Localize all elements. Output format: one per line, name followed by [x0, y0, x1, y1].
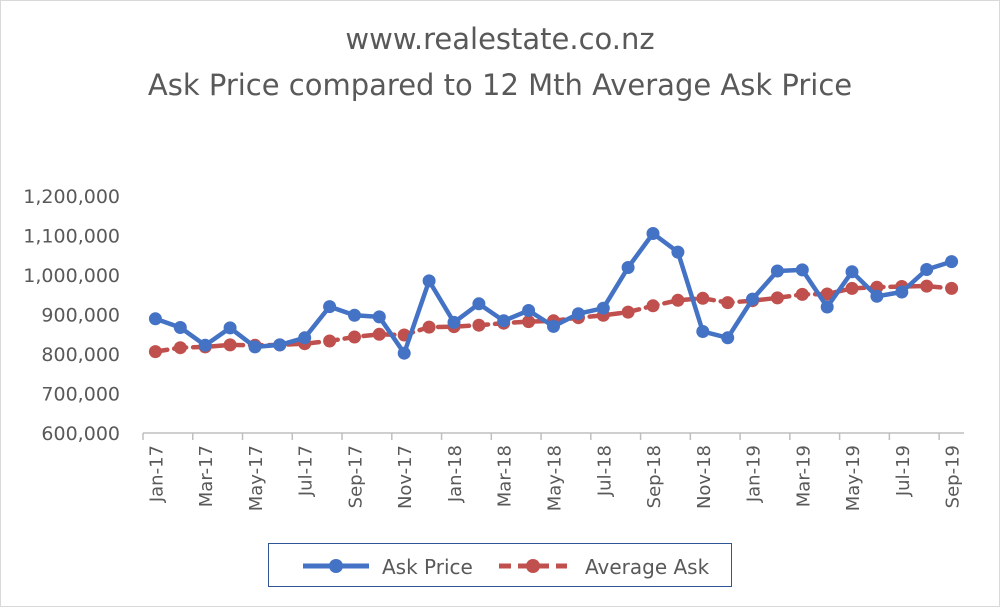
x-tick-label: Jul-17	[296, 445, 317, 497]
data-point-average-ask	[621, 305, 635, 319]
data-point-ask-price	[845, 265, 859, 279]
data-point-ask-price	[223, 321, 237, 335]
data-point-ask-price	[397, 346, 411, 360]
x-tick-label: Jan-17	[146, 445, 167, 503]
legend-item-average-ask: Average Ask	[499, 555, 710, 579]
data-point-average-ask	[372, 327, 386, 341]
data-point-ask-price	[621, 261, 635, 274]
data-point-ask-price	[820, 300, 834, 314]
data-point-average-ask	[845, 281, 859, 295]
y-tick-label: 1,000,000	[23, 265, 120, 287]
x-tick-label: Sep-18	[644, 445, 665, 508]
x-tick-label: Jan-19	[744, 445, 765, 503]
data-point-average-ask	[795, 287, 809, 301]
data-point-average-ask	[671, 293, 685, 307]
data-point-ask-price	[721, 331, 735, 345]
data-point-average-ask	[522, 315, 536, 329]
data-point-average-ask	[920, 279, 934, 293]
data-point-ask-price	[920, 263, 934, 276]
y-tick-label: 700,000	[41, 384, 120, 406]
data-point-average-ask	[323, 334, 337, 348]
data-point-ask-price	[870, 289, 884, 303]
x-tick-label: Jan-18	[445, 445, 466, 503]
data-point-average-ask	[422, 320, 436, 334]
data-point-ask-price	[895, 285, 909, 299]
data-point-ask-price	[348, 308, 361, 322]
data-point-ask-price	[372, 310, 386, 324]
x-axis: Jan-17 Mar-17 May-17 Jul-17 Sep-17 Nov-17 Jan-…	[142, 432, 964, 511]
x-tick-label: Mar-18	[495, 445, 516, 507]
legend-item-ask-price: Ask Price	[303, 555, 473, 579]
data-point-ask-price	[795, 263, 809, 277]
x-tick-label: Nov-18	[694, 445, 715, 509]
y-tick-label: 600,000	[41, 423, 120, 445]
data-point-average-ask	[820, 287, 834, 301]
x-tick-label: Nov-17	[395, 445, 416, 509]
x-tick-label: Sep-19	[943, 445, 964, 508]
legend-label-average-ask: Average Ask	[585, 555, 710, 579]
series-layer	[148, 227, 959, 360]
x-tick-label: Mar-17	[196, 445, 217, 507]
data-point-average-ask	[472, 318, 486, 332]
data-point-ask-price	[273, 338, 287, 352]
x-tick-label: Jul-18	[594, 445, 615, 497]
legend-swatch-average-ask-marker	[526, 559, 540, 573]
data-point-average-ask	[696, 291, 710, 305]
data-point-ask-price	[298, 331, 312, 345]
data-point-average-ask	[348, 330, 361, 344]
x-tick-label: May-17	[246, 445, 267, 511]
data-point-ask-price	[646, 227, 660, 240]
data-point-ask-price	[945, 255, 959, 269]
chart-title: www.realestate.co.nz	[345, 22, 655, 56]
y-tick-label: 1,200,000	[23, 186, 120, 208]
chart-subtitle: Ask Price compared to 12 Mth Average Ask…	[147, 68, 853, 102]
x-tick-label: Sep-17	[345, 445, 366, 508]
data-point-average-ask	[148, 345, 162, 359]
data-point-ask-price	[148, 312, 162, 326]
data-point-ask-price	[746, 292, 759, 306]
data-point-ask-price	[447, 315, 461, 329]
data-point-ask-price	[596, 301, 610, 315]
y-tick-label: 800,000	[41, 344, 120, 366]
data-point-ask-price	[497, 314, 511, 328]
x-tick-label: Mar-19	[793, 445, 814, 507]
data-point-ask-price	[522, 304, 536, 317]
y-tick-label: 1,100,000	[23, 226, 120, 248]
data-point-ask-price	[547, 319, 560, 333]
data-point-ask-price	[472, 297, 486, 311]
x-tick-label: May-19	[843, 445, 864, 511]
data-point-ask-price	[422, 274, 436, 288]
legend-label-ask-price: Ask Price	[382, 555, 473, 579]
x-tick-label: Jul-19	[893, 445, 914, 497]
y-axis: 600,000 700,000 800,000 900,000 1,000,000 1,1…	[23, 186, 120, 445]
data-point-ask-price	[248, 340, 262, 354]
data-point-average-ask	[770, 291, 784, 305]
data-point-ask-price	[198, 338, 212, 352]
data-point-ask-price	[696, 325, 710, 338]
data-point-average-ask	[173, 341, 187, 355]
data-point-average-ask	[945, 281, 959, 295]
data-point-average-ask	[646, 299, 660, 313]
x-tick-label: May-18	[545, 445, 566, 511]
data-point-ask-price	[571, 307, 585, 321]
y-tick-label: 900,000	[41, 305, 120, 327]
data-point-average-ask	[721, 296, 735, 310]
data-point-ask-price	[323, 300, 337, 314]
data-point-ask-price	[770, 264, 784, 278]
legend-swatch-ask-price-marker	[329, 559, 343, 573]
data-point-ask-price	[173, 321, 187, 334]
legend: Ask Price Average Ask	[268, 543, 732, 587]
data-point-ask-price	[671, 245, 685, 259]
data-point-average-ask	[223, 338, 237, 352]
